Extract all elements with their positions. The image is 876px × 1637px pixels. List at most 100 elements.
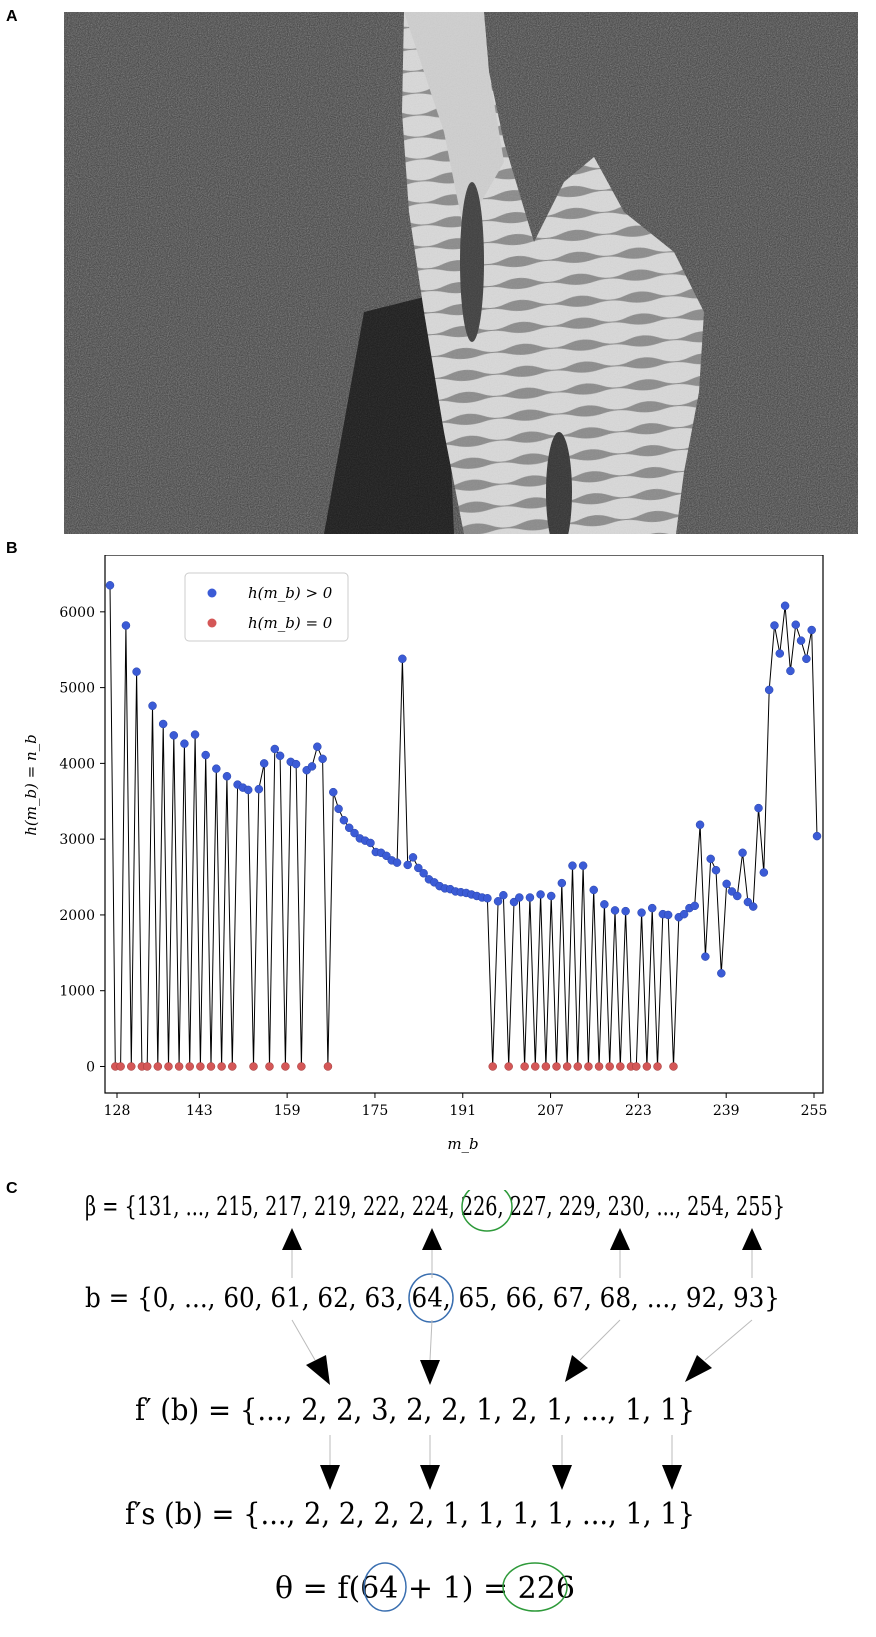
data-point-positive [132,667,141,676]
x-tick-label: 175 [362,1103,389,1119]
data-point-positive [180,739,189,748]
data-point-zero [174,1062,184,1071]
data-point-positive [313,742,322,751]
data-point-zero [562,1062,572,1071]
data-point-zero [281,1062,290,1071]
data-point-positive [600,900,609,909]
y-tick-label: 5000 [59,681,95,697]
y-tick-label: 0 [86,1059,95,1075]
data-point-positive [717,969,726,978]
data-point-positive [499,890,508,900]
data-point-positive [663,910,673,920]
data-point-zero [616,1062,625,1071]
data-point-positive [254,784,264,794]
data-point-positive [493,897,503,906]
y-tick-label: 4000 [59,756,95,772]
data-point-positive [802,654,811,664]
x-axis: 128 143 159 175 191 207 223 239 255 [104,1093,828,1119]
data-point-positive [695,820,705,830]
data-point-positive [259,759,269,768]
y-tick-label: 6000 [59,605,95,621]
x-tick-label: 255 [801,1103,828,1119]
data-point-zero [573,1062,583,1071]
data-point-positive [398,654,407,664]
data-point-positive [610,906,620,915]
data-point-zero [249,1062,258,1071]
data-point-positive [764,685,774,695]
data-points [105,581,822,1071]
data-point-positive [270,744,280,754]
data-point-positive [212,764,221,773]
data-point-positive [796,636,806,645]
data-point-positive [403,860,412,870]
data-point-positive [291,759,301,769]
data-point-positive [770,621,779,630]
legend-marker-zero [207,618,217,628]
x-tick-label: 143 [186,1103,213,1119]
data-point-zero [164,1062,173,1071]
data-point-zero [504,1062,513,1071]
legend: h(m_b) > 0 h(m_b) = 0 [184,572,349,642]
data-point-positive [414,863,423,873]
x-tick-label: 239 [713,1103,740,1119]
data-point-zero [632,1062,641,1071]
data-point-positive [222,772,232,781]
data-point-zero [642,1062,652,1071]
y-axis: 0 1000 2000 3000 4000 5000 6000 [59,605,105,1075]
data-point-zero [605,1062,614,1071]
data-point-positive [366,838,375,848]
data-point-positive [190,730,200,739]
data-point-positive [408,853,418,862]
data-point-positive [637,908,646,917]
data-point-positive [568,861,577,870]
data-point-positive [329,787,338,797]
data-point-zero [116,1062,125,1071]
data-point-positive [350,828,359,838]
data-point-positive [621,906,630,916]
x-tick-label: 223 [625,1103,652,1119]
fs-prime-set: f′s (b) = {..., 2, 2, 2, 2, 1, 1, 1, 1, … [125,1497,695,1532]
data-point-zero [552,1062,561,1071]
data-point-positive [690,901,699,911]
data-point-positive [786,666,795,676]
x-tick-label: 207 [537,1103,564,1119]
y-axis-label: h(m_b) = n_b [22,734,40,836]
legend-label-zero: h(m_b) = 0 [248,614,333,632]
data-point-positive [515,893,524,902]
legend-marker-positive [207,588,217,598]
data-point-zero [142,1062,152,1071]
x-tick-label: 191 [449,1103,476,1119]
data-point-positive [339,815,349,825]
data-point-zero [488,1062,497,1071]
beta-set: β = {131, ..., 215, 217, 219, 222, 224, … [85,1192,785,1222]
data-point-zero [206,1062,216,1071]
data-point-zero [228,1062,237,1071]
y-tick-label: 3000 [59,832,95,848]
y-tick-label: 1000 [59,984,95,1000]
data-point-zero [196,1062,205,1071]
data-point-positive [334,804,343,814]
b-set: b = {0, ..., 60, 61, 62, 63, 64, 65, 66,… [85,1283,780,1314]
data-point-positive [536,890,545,899]
data-point-positive [344,823,354,833]
data-point-positive [589,885,598,895]
panel-label-b: B [6,540,18,557]
data-point-positive [307,762,317,771]
data-point-positive [275,751,285,761]
data-point-positive [759,868,769,877]
data-point-positive [711,865,721,875]
data-point-zero [520,1062,529,1071]
histogram-chart: 0 1000 2000 3000 4000 5000 6000 128 143 159 175 19… [22,555,828,1153]
f-prime-set: f′ (b) = {..., 2, 2, 3, 2, 2, 1, 2, 1, .… [135,1393,695,1428]
data-point-zero [265,1062,274,1071]
ct-scan-image [64,12,858,534]
data-point-positive [647,903,657,913]
data-point-positive [775,649,785,658]
arrows-b-to-fprime [291,1319,753,1385]
data-point-zero [531,1062,540,1071]
legend-label-positive: h(m_b) > 0 [248,584,333,602]
data-point-positive [733,891,742,901]
data-point-zero [185,1062,194,1071]
data-point-zero [127,1062,136,1071]
data-point-positive [738,848,747,858]
